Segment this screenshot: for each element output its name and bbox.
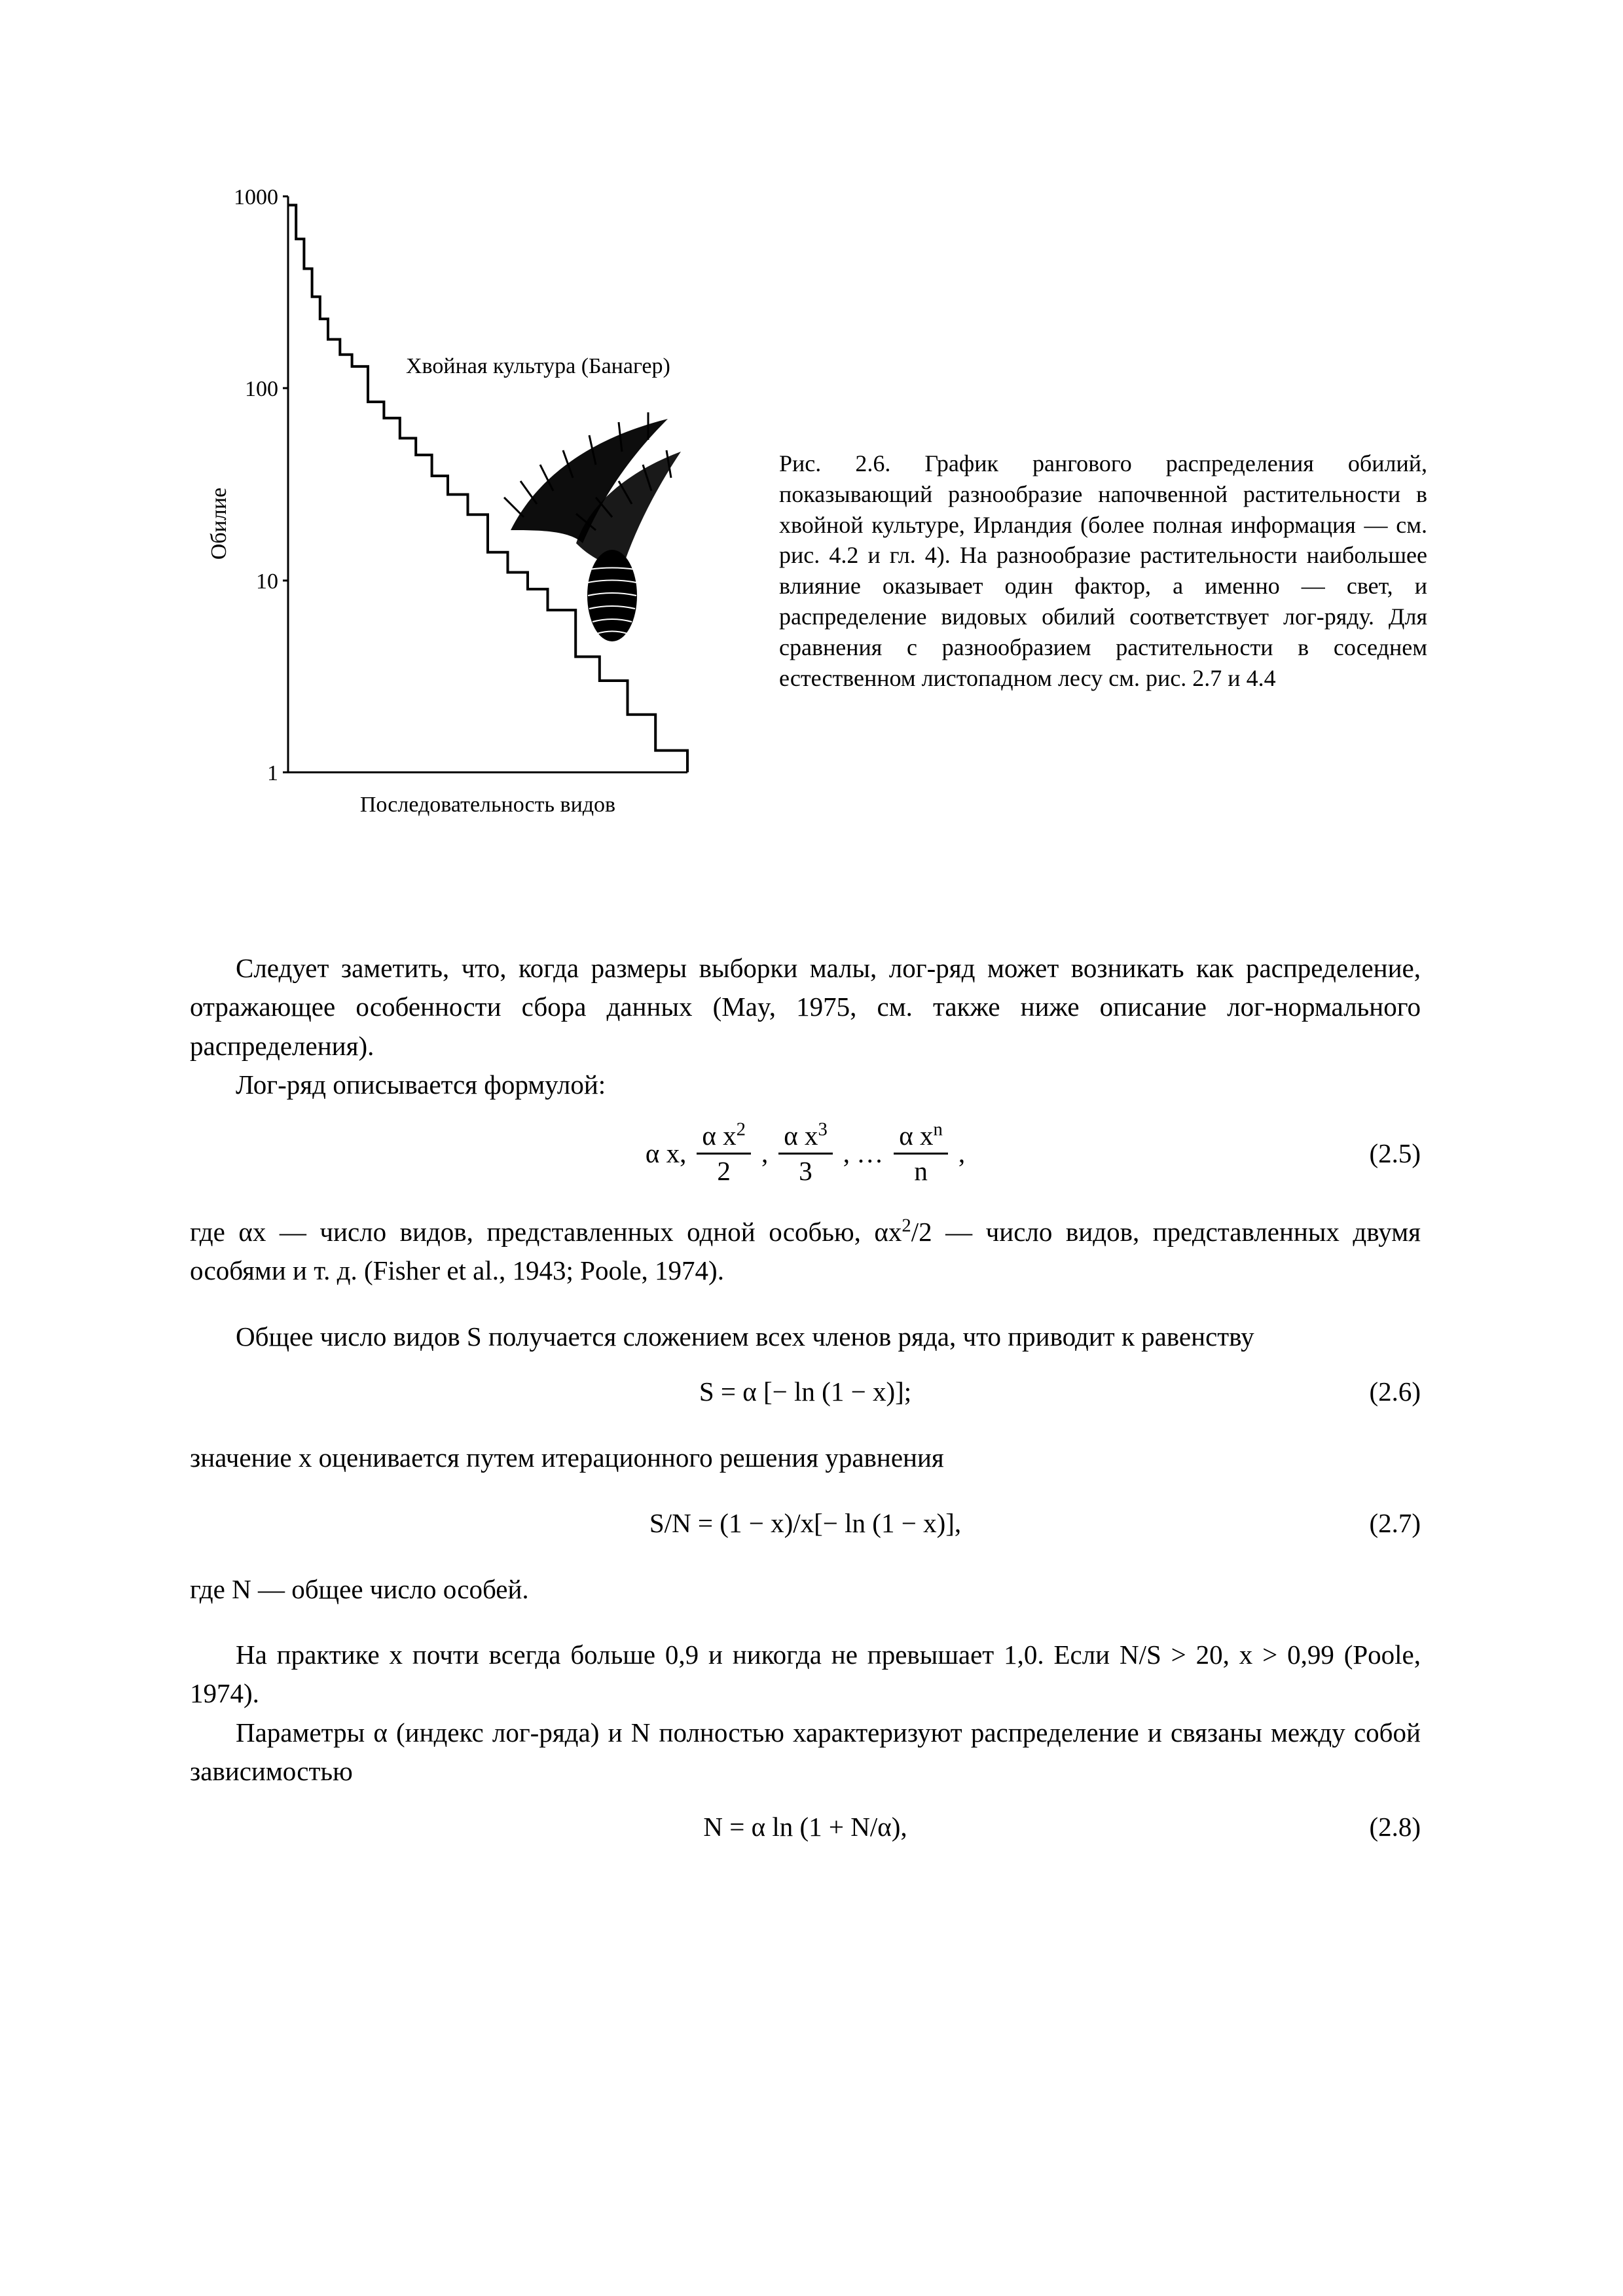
y-axis-label: Обилие bbox=[207, 488, 231, 560]
paragraph-4: Общее число видов S получается сложением… bbox=[190, 1318, 1421, 1356]
paragraph-3a: где αx — число видов, представленных одн… bbox=[190, 1217, 902, 1247]
ytick-1000: 1000 bbox=[234, 185, 278, 209]
x-axis-label: Последовательность видов bbox=[360, 793, 615, 817]
paragraph-7: На практике x почти всегда больше 0,9 и … bbox=[190, 1636, 1421, 1713]
equation-2-5: α x, α x22 , α x33 , … α xnn , (2.5) bbox=[190, 1121, 1421, 1186]
equation-2-6: S = α [− ln (1 − x)]; (2.6) bbox=[190, 1372, 1421, 1411]
ytick-1: 1 bbox=[267, 761, 278, 785]
chart-annotation: Хвойная культура (Банагер) bbox=[406, 354, 670, 378]
equation-number-2-5: (2.5) bbox=[1369, 1134, 1421, 1173]
paragraph-5: значение x оценивается путем итерационно… bbox=[190, 1439, 1421, 1477]
paragraph-6: где N — общее число особей. bbox=[190, 1570, 1421, 1609]
conifer-illustration-icon bbox=[504, 412, 681, 641]
equation-2-7: S/N = (1 − x)/x[− ln (1 − x)], (2.7) bbox=[190, 1504, 1421, 1543]
paragraph-8: Параметры α (индекс лог-ряда) и N полнос… bbox=[190, 1713, 1421, 1791]
equation-number-2-8: (2.8) bbox=[1369, 1808, 1421, 1846]
paragraph-1: Следует заметить, что, когда размеры выб… bbox=[190, 949, 1421, 1066]
equation-number-2-7: (2.7) bbox=[1369, 1504, 1421, 1543]
paragraph-3: где αx — число видов, представленных одн… bbox=[190, 1213, 1421, 1291]
equation-number-2-6: (2.6) bbox=[1369, 1372, 1421, 1411]
body-text: Следует заметить, что, когда размеры выб… bbox=[190, 949, 1421, 1846]
paragraph-2: Лог-ряд описывается формулой: bbox=[190, 1066, 1421, 1104]
ytick-100: 100 bbox=[245, 377, 278, 401]
figure-caption: Рис. 2.6. График рангового распределения… bbox=[779, 448, 1427, 693]
figure-2-6: 1 10 100 1000 Обилие Последовательность … bbox=[190, 157, 1421, 877]
ytick-10: 10 bbox=[256, 569, 278, 594]
equation-2-8: N = α ln (1 + N/α), (2.8) bbox=[190, 1808, 1421, 1846]
rank-abundance-chart: 1 10 100 1000 Обилие Последовательность … bbox=[190, 157, 733, 831]
